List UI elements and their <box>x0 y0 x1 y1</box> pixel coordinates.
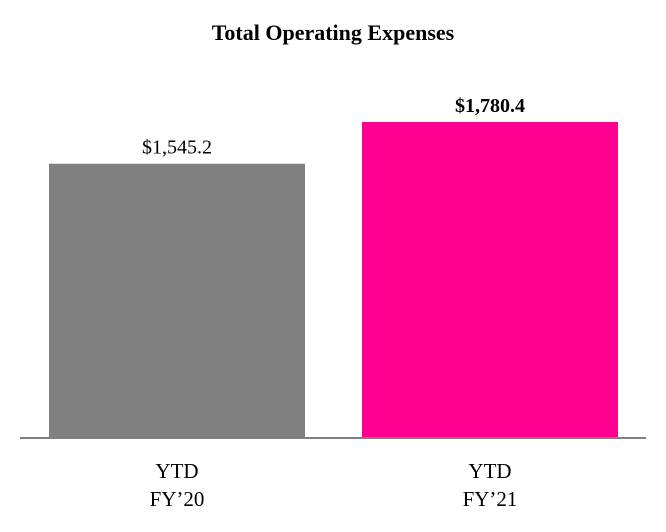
category-label-2-line1: YTD <box>468 459 511 483</box>
data-label-1: $1,545.2 <box>142 137 212 159</box>
category-label-2-line2: FY’21 <box>463 487 518 511</box>
category-label-1-line1: YTD <box>155 459 198 483</box>
bar-2 <box>362 122 618 438</box>
bar-1 <box>49 163 305 438</box>
data-label-2: $1,780.4 <box>455 95 525 117</box>
chart-title: Total Operating Expenses <box>212 20 455 45</box>
category-labels: YTD FY’20 YTD FY’21 <box>150 459 518 511</box>
bars-group: $1,545.2 $1,780.4 <box>49 95 618 438</box>
category-label-1-line2: FY’20 <box>150 487 205 511</box>
